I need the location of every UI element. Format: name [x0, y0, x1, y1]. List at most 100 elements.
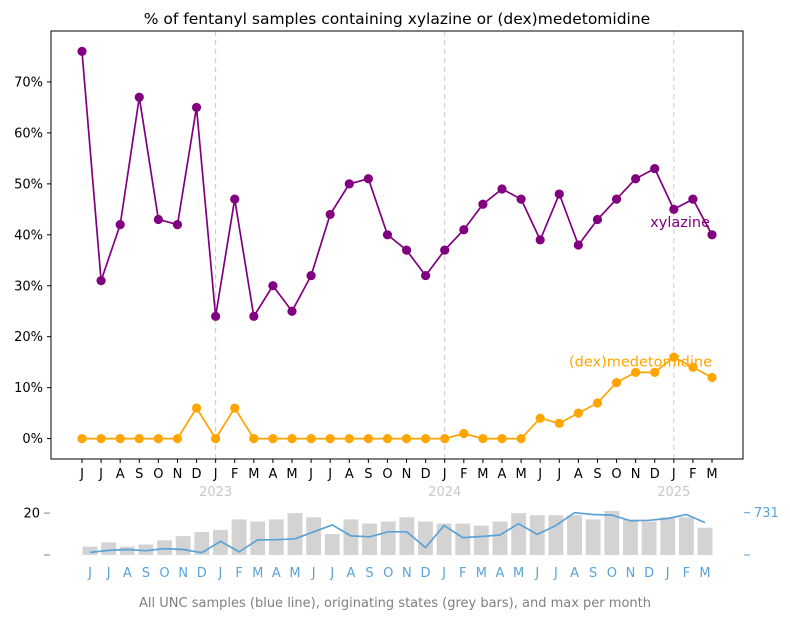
state-bar — [306, 517, 322, 555]
state-bar — [138, 544, 154, 555]
y-tick-label: 10% — [14, 381, 43, 396]
year-label: 2025 — [657, 485, 690, 500]
data-point — [363, 434, 373, 444]
state-bar — [641, 521, 657, 555]
subplot-month-label: M — [289, 566, 300, 581]
subplot-month-label: J — [218, 566, 223, 581]
x-tick-label: N — [402, 467, 412, 482]
x-tick-label: J — [308, 467, 313, 482]
data-point — [707, 230, 717, 240]
data-point — [421, 270, 431, 281]
data-point — [440, 434, 450, 444]
subplot-month-label: J — [665, 566, 670, 581]
data-point — [382, 434, 393, 444]
year-label: 2023 — [199, 485, 232, 500]
data-point — [211, 311, 221, 321]
state-bar — [660, 517, 676, 555]
subplot-month-label: M — [513, 566, 524, 581]
state-bar — [213, 529, 228, 555]
state-bar — [119, 546, 135, 555]
x-tick-label: J — [442, 467, 447, 482]
state-bar — [194, 531, 210, 555]
x-tick-label: M — [286, 467, 297, 482]
x-tick-label: O — [611, 467, 621, 482]
data-point — [230, 194, 240, 204]
data-point — [421, 434, 431, 444]
subplot-month-label: J — [106, 566, 111, 581]
state-bar — [343, 519, 359, 555]
subplot-month-label: F — [235, 566, 242, 581]
state-bar — [604, 511, 620, 555]
data-point — [325, 209, 335, 220]
data-point — [497, 434, 507, 444]
y-tick-label: 20% — [14, 330, 43, 345]
data-point — [688, 362, 698, 372]
state-bar — [455, 523, 471, 555]
x-tick-label: A — [498, 467, 507, 482]
subplot-month-label: O — [159, 566, 169, 581]
data-point — [611, 194, 622, 204]
data-point — [96, 434, 106, 444]
x-tick-label: S — [364, 467, 372, 482]
x-tick-label: F — [460, 467, 467, 482]
data-point — [440, 245, 450, 255]
x-tick-label: J — [213, 467, 218, 482]
subplot-month-label: A — [570, 566, 579, 581]
data-point — [268, 281, 278, 291]
data-point — [115, 434, 125, 444]
subplot-month-label: A — [123, 566, 132, 581]
x-tick-label: A — [574, 467, 583, 482]
state-bar — [82, 546, 98, 555]
state-bar — [157, 540, 172, 555]
subplot-month-label: O — [383, 566, 393, 581]
state-bar — [511, 513, 527, 555]
subplot-month-label: S — [589, 566, 597, 581]
data-point — [631, 367, 641, 377]
x-tick-label: M — [248, 467, 259, 482]
data-point — [344, 179, 354, 189]
data-point — [592, 398, 603, 408]
state-bar — [324, 534, 340, 555]
subplot-month-label: A — [346, 566, 355, 581]
state-bar — [101, 542, 117, 555]
data-point — [592, 214, 603, 225]
data-point — [650, 163, 660, 174]
x-tick-label: J — [98, 467, 103, 482]
data-point — [153, 214, 163, 225]
state-bar — [492, 521, 508, 555]
x-tick-label: O — [382, 467, 392, 482]
x-tick-label: S — [593, 467, 601, 482]
subplot-month-label: D — [197, 566, 207, 581]
subplot-month-label: F — [459, 566, 466, 581]
data-point — [306, 270, 316, 281]
state-bar — [362, 523, 377, 555]
x-tick-label: J — [671, 467, 676, 482]
subplot-month-label: A — [272, 566, 281, 581]
data-point — [249, 311, 259, 321]
data-point — [516, 434, 526, 444]
subplot-month-label: N — [402, 566, 412, 581]
subplot-month-label: S — [365, 566, 373, 581]
x-tick-label: D — [192, 467, 202, 482]
plot-frame — [50, 30, 744, 460]
subplot-month-label: J — [441, 566, 446, 581]
state-bar — [623, 519, 638, 555]
state-bar — [567, 515, 582, 555]
year-label: 2024 — [428, 485, 461, 500]
x-tick-label: F — [231, 467, 238, 482]
state-bar — [399, 517, 415, 555]
x-tick-label: D — [421, 467, 431, 482]
samples-line — [89, 511, 706, 554]
data-point — [382, 230, 393, 240]
subplot-month-label: M — [699, 566, 710, 581]
y-tick-label: 50% — [14, 177, 43, 192]
data-point — [191, 102, 202, 113]
series-label-dexmedetomidine: (dex)medetomidine — [569, 354, 712, 370]
subplot-caption: All UNC samples (blue line), originating… — [139, 596, 651, 611]
data-point — [191, 403, 202, 413]
y-tick-label: 30% — [14, 279, 43, 294]
series-line — [81, 51, 713, 319]
subplot-month-label: J — [534, 566, 539, 581]
